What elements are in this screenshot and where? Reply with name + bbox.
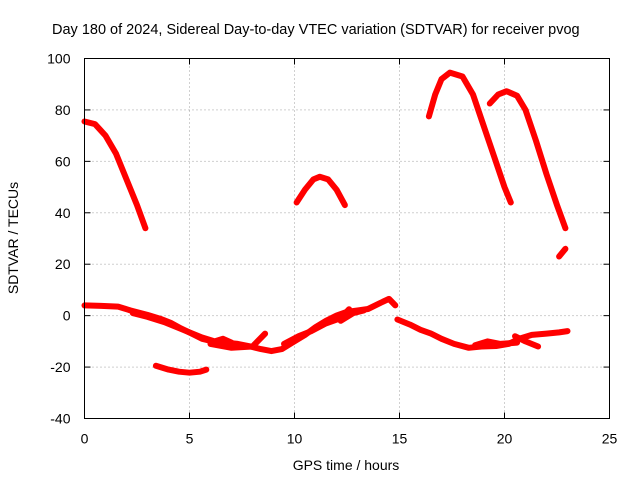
series-line-arc-5 [486, 88, 569, 232]
y-tick-label: 0 [63, 308, 71, 324]
x-tick-label: 10 [287, 431, 303, 447]
series-line-arc-6 [556, 245, 569, 260]
y-tick-label: 40 [55, 205, 71, 221]
plot-frame [84, 58, 610, 419]
series-line-arc-12 [394, 316, 571, 351]
y-axis-label: SDTVAR / TECUs [5, 182, 21, 294]
chart-title: Day 180 of 2024, Sidereal Day-to-day VTE… [52, 22, 580, 38]
y-tick-label: 20 [55, 256, 71, 272]
grid [84, 58, 610, 419]
series-line-arc-3 [293, 173, 348, 209]
series-line-arc-8 [129, 310, 235, 346]
x-tick-label: 25 [602, 431, 618, 447]
y-tick-label: 80 [55, 102, 71, 118]
y-tick-label: 100 [47, 51, 71, 67]
x-tick-label: 0 [81, 431, 89, 447]
series-line-arc-14 [512, 333, 542, 350]
y-tick-label: -20 [50, 359, 70, 375]
x-axis-label: GPS time / hours [293, 457, 400, 473]
axis-ticks: 0 5 10 15 20 25 -40 -20 0 20 40 60 80 100 [47, 51, 617, 447]
x-tick-label: 20 [497, 431, 513, 447]
data-series [81, 69, 571, 376]
series-line-arc-11 [337, 307, 367, 324]
x-tick-label: 15 [392, 431, 408, 447]
y-tick-label: -40 [50, 411, 70, 427]
series-line-arc-2 [152, 362, 210, 376]
series-line-arc-9 [207, 330, 269, 351]
series-line-arc-1 [81, 118, 149, 232]
series-line-arc-13 [472, 338, 521, 349]
x-tick-label: 5 [186, 431, 194, 447]
y-tick-label: 60 [55, 153, 71, 169]
series-line-arc-4 [425, 69, 514, 206]
